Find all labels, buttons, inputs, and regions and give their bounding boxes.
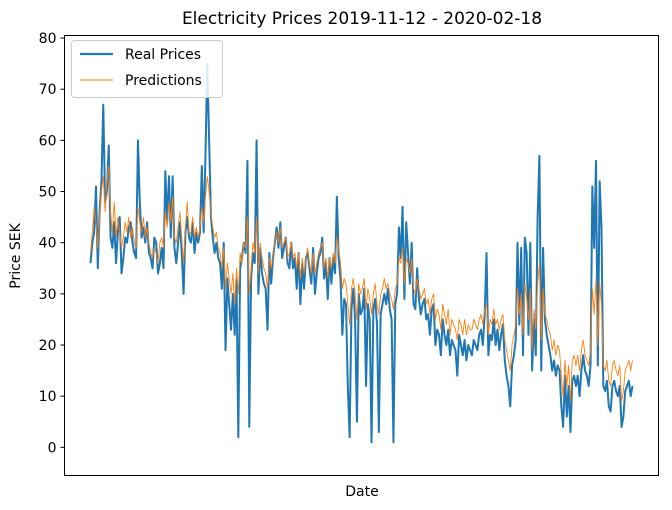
plot-area (89, 62, 634, 444)
plot-frame (64, 35, 659, 476)
y-axis-label: Price SEK (8, 222, 24, 288)
y-tick-label: 10 (39, 389, 57, 405)
y-tick-label: 20 (39, 338, 57, 354)
legend-label-real-prices: Real Prices (125, 47, 201, 63)
y-tick-label: 60 (39, 133, 57, 149)
legend-label-predictions: Predictions (125, 73, 202, 89)
y-tick-label: 50 (39, 185, 57, 201)
series-line-predictions (90, 165, 633, 402)
legend: Real Prices Predictions (71, 40, 223, 98)
y-tick-label: 0 (48, 440, 57, 456)
y-tick-label: 80 (39, 31, 57, 47)
y-axis: 0 10 20 30 40 50 60 70 80 (39, 31, 65, 456)
chart-title: Electricity Prices 2019-11-12 - 2020-02-… (182, 9, 542, 29)
y-tick-label: 70 (39, 82, 57, 98)
y-tick-label: 40 (39, 236, 57, 252)
x-axis-label: Date (345, 484, 378, 500)
y-tick-label: 30 (39, 287, 57, 303)
